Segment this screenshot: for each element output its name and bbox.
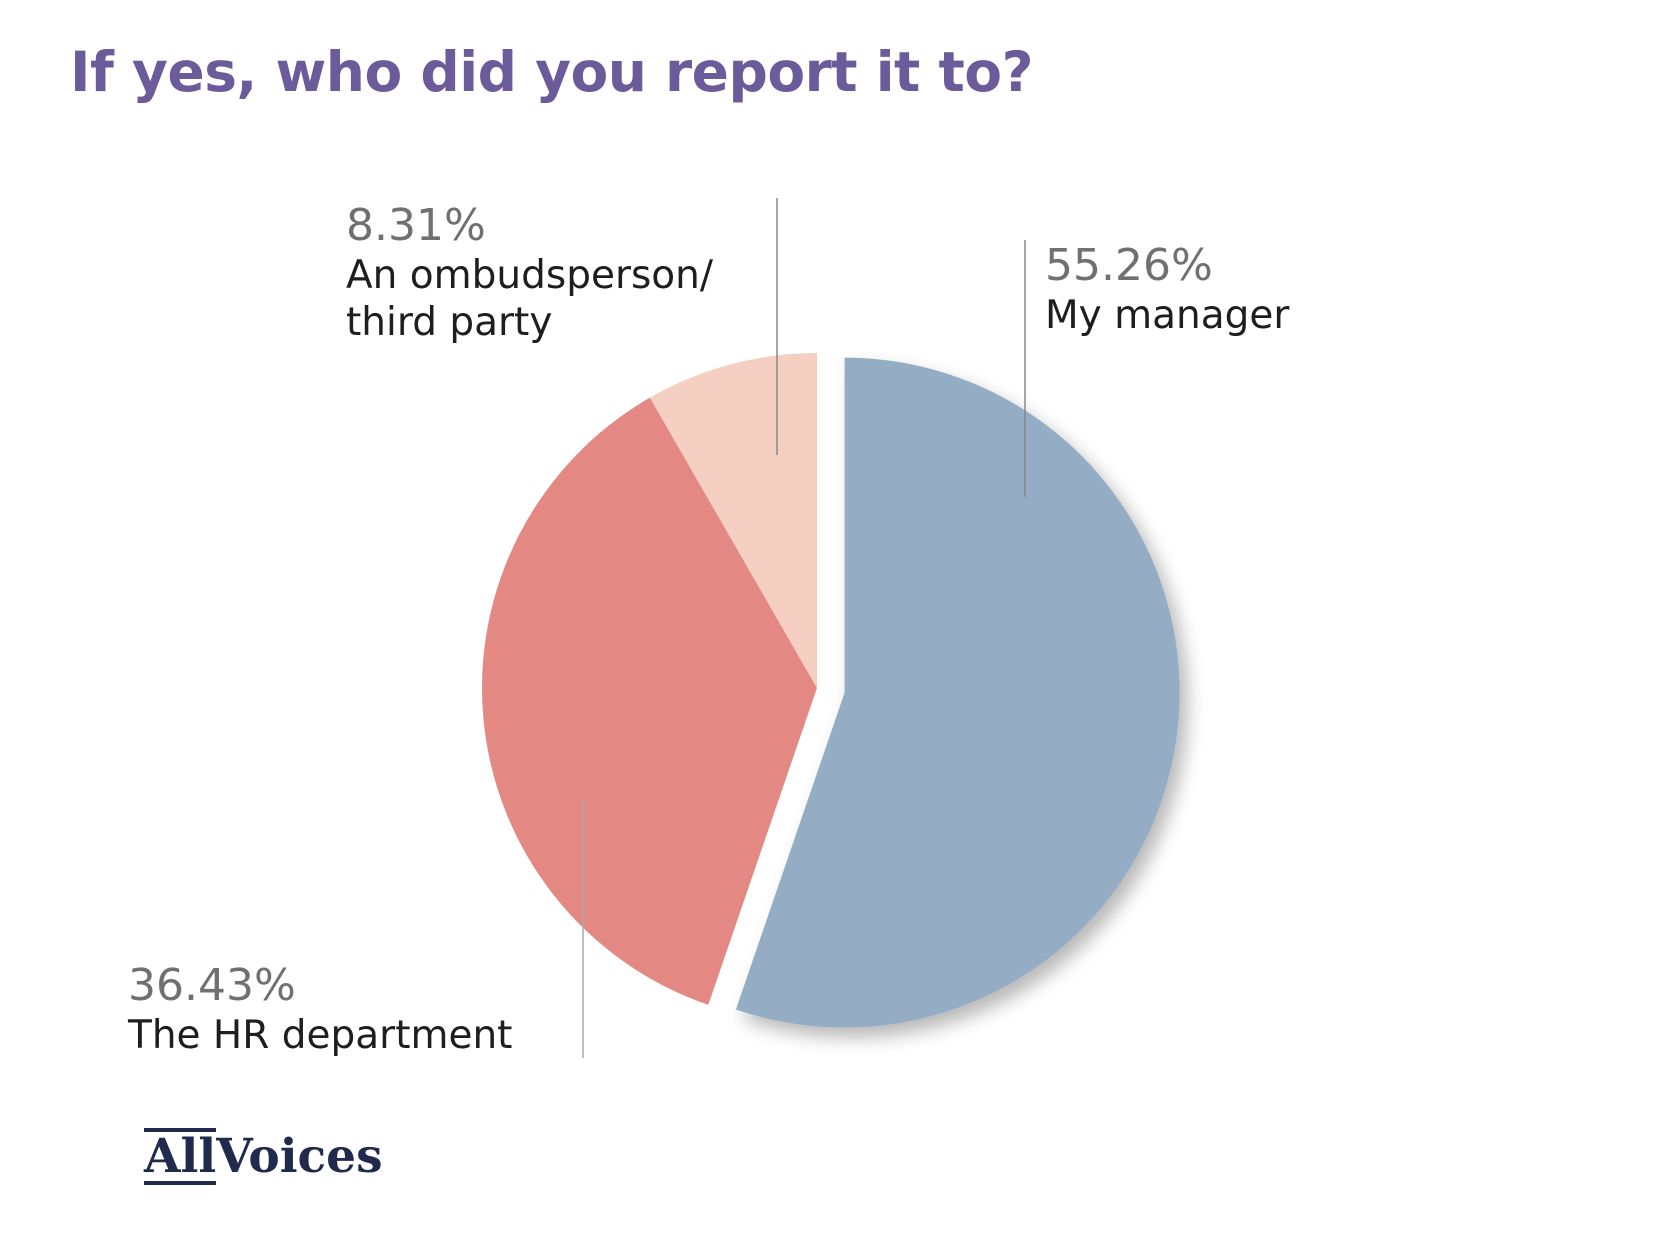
slice-label-ombudsperson: 8.31% An ombudsperson/ third party xyxy=(346,200,713,346)
slice-name-my-manager: My manager xyxy=(1045,292,1290,338)
slice-label-my-manager: 55.26% My manager xyxy=(1045,240,1289,340)
pie-slice-my-manager xyxy=(735,357,1180,1028)
slice-name-hr-department: The HR department xyxy=(128,1012,513,1058)
slice-name-ombudsperson-line1: An ombudsperson/ xyxy=(346,252,714,298)
logo-part-voices: Voices xyxy=(216,1129,383,1184)
slice-value-hr-department: 36.43% xyxy=(128,960,296,1011)
logo-part-all: All xyxy=(144,1128,217,1185)
slice-label-hr-department: 36.43% The HR department xyxy=(128,960,512,1060)
pie-slice-the-hr-department xyxy=(482,397,817,1005)
slice-name-ombudsperson: An ombudsperson/ third party xyxy=(346,253,713,347)
slice-value-my-manager: 55.26% xyxy=(1045,240,1213,291)
pie-slices xyxy=(482,353,1180,1028)
pie-slice-an-ombudsperson-third-party xyxy=(649,353,817,688)
chart-title: If yes, who did you report it to? xyxy=(70,40,1033,104)
allvoices-logo: AllVoices xyxy=(144,1128,383,1185)
slice-name-ombudsperson-line2: third party xyxy=(346,299,553,345)
slice-value-ombudsperson: 8.31% xyxy=(346,200,486,251)
